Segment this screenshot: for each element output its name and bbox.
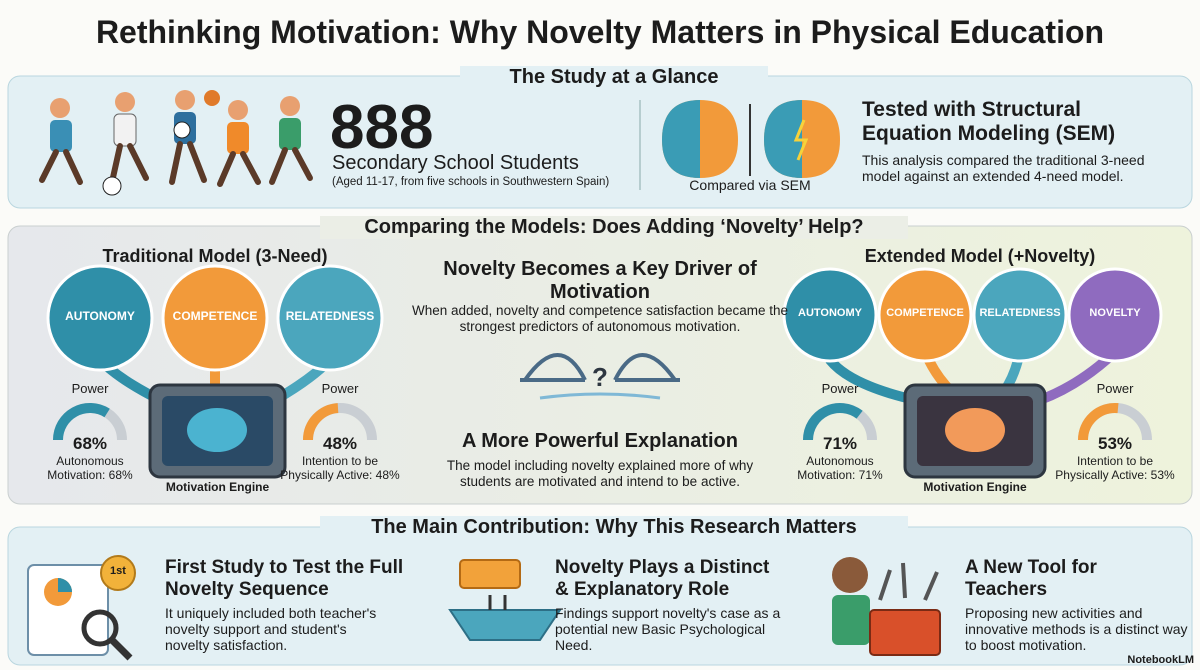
need-circle: [877, 267, 973, 363]
model-title: Traditional Model (3-Need): [102, 246, 328, 266]
contribution-icons: [27, 555, 941, 661]
center-title: A More Powerful Explanation: [462, 430, 738, 452]
gauge-value: [803, 403, 863, 441]
item-title: Novelty Plays a Distinct & Explanatory R…: [555, 557, 770, 600]
need-label: RELATEDNESS: [285, 309, 375, 323]
count-note: (Aged 11-17, from five schools in Southw…: [332, 176, 610, 188]
section-heading: Comparing the Models: Does Adding ‘Novel…: [320, 216, 908, 239]
engine-label: Motivation Engine: [923, 480, 1027, 494]
compare-caption: Compared via SEM: [689, 177, 811, 193]
section-heading: The Study at a Glance: [460, 66, 768, 89]
gauge-value: [303, 403, 339, 441]
need-circle: [46, 264, 154, 372]
gauge-label: 68%: [72, 434, 108, 453]
need-label: AUTONOMY: [798, 307, 862, 319]
gauge-value: [53, 403, 110, 441]
engines: [148, 383, 1047, 479]
center-text: The model including novelty explained mo…: [446, 458, 754, 489]
need-circle: [1067, 267, 1163, 363]
gauge-caption: Intention to be Physically Active: 53%: [1055, 454, 1175, 482]
brains-compare: [662, 100, 840, 178]
engine-label: Motivation Engine: [165, 480, 270, 494]
gauge-value: [1078, 403, 1119, 441]
bridge-mark: ?: [592, 362, 608, 392]
need-circle: [276, 264, 384, 372]
center-title: Novelty Becomes a Key Driver of Motivati…: [443, 258, 757, 303]
sem-title: Tested with Structural Equation Modeling…: [862, 98, 1116, 146]
gauge-power: Power: [321, 381, 359, 396]
students-illustration: [39, 90, 313, 196]
item-title: First Study to Test the Full Novelty Seq…: [165, 557, 404, 600]
item-title: A New Tool for Teachers: [965, 557, 1097, 600]
need-label: COMPETENCE: [886, 307, 964, 319]
gauge-power: Power: [1096, 381, 1134, 396]
badge: 1st: [110, 565, 126, 577]
gauge-label: 53%: [1097, 434, 1133, 453]
gauge-caption: Intention to be Physically Active: 48%: [280, 454, 400, 482]
item-text: Findings support novelty's case as a pot…: [555, 605, 781, 654]
item-text: It uniquely included both teacher's nove…: [165, 605, 377, 654]
gauge-label: 71%: [822, 434, 858, 453]
item-text: Proposing new activities and innovative …: [965, 605, 1188, 654]
gauge-label: 48%: [322, 434, 358, 453]
section-heading: The Main Contribution: Why This Research…: [320, 516, 908, 539]
gauge-power: Power: [71, 381, 109, 396]
student-count: 888: [330, 93, 434, 162]
need-circle: [161, 264, 269, 372]
bridge: [520, 353, 680, 400]
need-circle: [782, 267, 878, 363]
sem-text: This analysis compared the traditional 3…: [862, 152, 1145, 185]
gauge-caption: Autonomous Motivation: 71%: [797, 454, 883, 482]
gauge-power: Power: [821, 381, 859, 396]
page-title: Rethinking Motivation: Why Novelty Matte…: [95, 14, 1105, 50]
need-label: NOVELTY: [1089, 307, 1141, 319]
brand: NotebookLM: [1127, 654, 1194, 666]
need-circle: [972, 267, 1068, 363]
center-text: When added, novelty and competence satis…: [412, 303, 788, 334]
count-label: Secondary School Students: [332, 152, 579, 174]
need-label: RELATEDNESS: [979, 307, 1061, 319]
need-label: COMPETENCE: [172, 309, 258, 323]
model-title: Extended Model (+Novelty): [864, 246, 1096, 266]
need-label: AUTONOMY: [65, 309, 135, 323]
gauge-caption: Autonomous Motivation: 68%: [47, 454, 133, 482]
